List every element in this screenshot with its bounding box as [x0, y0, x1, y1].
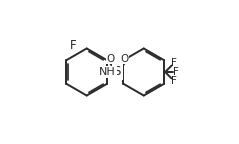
Text: F: F	[171, 58, 177, 68]
Text: F: F	[173, 67, 179, 77]
Text: O: O	[120, 54, 128, 64]
Text: O: O	[106, 54, 114, 64]
Text: NH: NH	[99, 67, 116, 77]
Text: S: S	[114, 66, 121, 78]
Text: F: F	[70, 39, 76, 52]
Text: F: F	[171, 76, 177, 86]
